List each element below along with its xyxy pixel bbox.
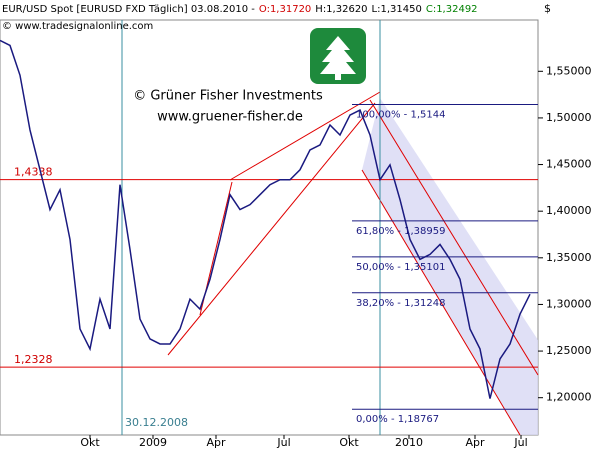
ohlc-value: H:1,32620	[315, 4, 367, 15]
x-tick-label: 2009	[139, 436, 167, 449]
level-label: 1,2328	[14, 353, 53, 366]
x-tick-label: Apr	[206, 436, 226, 449]
fib-label: 38,20% - 1,31248	[356, 298, 445, 309]
y-tick-label: 1,35000	[546, 251, 592, 264]
currency: $	[544, 2, 551, 15]
y-tick-label: 1,30000	[546, 297, 592, 310]
fib-label: 50,00% - 1,35101	[356, 262, 445, 273]
logo	[310, 28, 366, 84]
watermark: © Grüner Fisher Investments	[133, 89, 323, 104]
channel-line	[361, 169, 521, 436]
y-tick-label: 1,40000	[546, 204, 592, 217]
x-tick-label: Okt	[80, 436, 100, 449]
trend-line	[229, 91, 381, 181]
title: EUR/USD Spot [EURUSD FXD Täglich] 03.08.…	[2, 4, 255, 15]
price-line	[0, 39, 531, 399]
y-tick-label: 1,20000	[546, 391, 592, 404]
fib-label: 61,80% - 1,38959	[356, 226, 445, 237]
channel-line	[369, 99, 539, 376]
source: © www.tradesignalonline.com	[2, 21, 153, 32]
ohlc-value: L:1,31450	[372, 4, 422, 15]
x-tick-label: Okt	[339, 436, 359, 449]
channel-fill	[362, 98, 538, 435]
trend-line	[167, 102, 376, 356]
y-tick-label: 1,45000	[546, 158, 592, 171]
x-tick-label: 2010	[395, 436, 423, 449]
layer: 1,20000 1,25000 1,30000 1,35000 1,40000 1,450…	[0, 20, 592, 449]
x-tick-label: Jul	[513, 436, 527, 449]
level-label: 1,4338	[14, 166, 53, 179]
fib-label: 0,00% - 1,18767	[356, 414, 439, 425]
y-tick-label: 1,55000	[546, 64, 592, 77]
vertical-line-label: 30.12.2008	[125, 416, 188, 429]
x-tick-label: Jul	[276, 436, 290, 449]
ohlc-value: C:1,32492	[426, 4, 478, 15]
y-tick-label: 1,25000	[546, 344, 592, 357]
y-tick-label: 1,50000	[546, 111, 592, 124]
watermark: www.gruener-fisher.de	[157, 110, 303, 125]
fib-label: 100,00% - 1,5144	[356, 109, 445, 120]
ohlc-value: O:1,31720	[259, 4, 311, 15]
x-tick-label: Apr	[465, 436, 485, 449]
